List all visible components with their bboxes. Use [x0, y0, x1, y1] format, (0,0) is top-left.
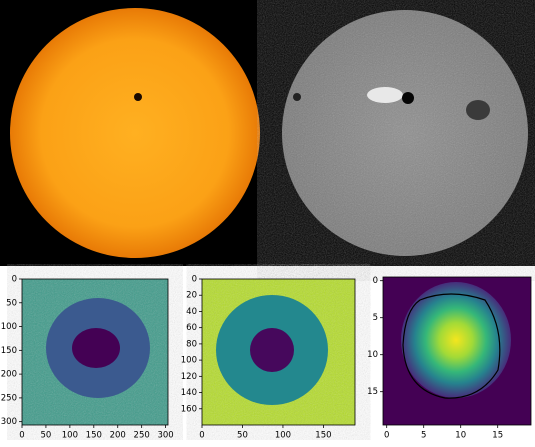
x-tick-label: 15: [492, 431, 503, 441]
magnetogram-bright: [367, 87, 403, 103]
y-tick-label: 300: [1, 417, 17, 427]
axes-frame: [21, 278, 169, 426]
y-tick-label: 120: [181, 372, 197, 382]
magnetogram-dark: [293, 93, 301, 101]
axes-frame: [382, 276, 532, 426]
y-tick-label: 140: [181, 388, 197, 398]
magnetogram-dark: [466, 100, 490, 120]
y-tick-label: 250: [1, 393, 17, 403]
sun-disk: [10, 8, 260, 258]
y-tick-label: 10: [367, 350, 378, 360]
x-tick-label: 10: [455, 431, 466, 441]
x-tick-label: 5: [421, 431, 426, 441]
y-tick-label: 200: [1, 370, 17, 380]
magnetogram-dark: [402, 92, 414, 104]
y-tick-label: 150: [1, 346, 17, 356]
axes-frame: [201, 278, 356, 426]
x-tick-label: 250: [134, 431, 150, 441]
x-tick-label: 0: [19, 431, 24, 441]
image-3: [383, 277, 531, 425]
sunspot: [134, 93, 142, 101]
y-tick-label: 80: [186, 339, 197, 349]
x-tick-label: 50: [237, 431, 248, 441]
y-tick-label: 0: [373, 276, 378, 286]
x-tick-label: 150: [86, 431, 102, 441]
y-tick-label: 5: [373, 313, 378, 323]
x-tick-label: 200: [110, 431, 126, 441]
x-tick-label: 100: [62, 431, 78, 441]
y-tick-label: 100: [1, 322, 17, 332]
x-tick-label: 100: [275, 431, 291, 441]
y-tick-label: 0: [192, 275, 197, 285]
y-tick-label: 60: [186, 323, 197, 333]
y-tick-label: 160: [181, 404, 197, 414]
x-tick-label: 300: [157, 431, 173, 441]
magnetogram-texture: [282, 10, 528, 256]
x-tick-label: 0: [199, 431, 204, 441]
y-tick-label: 100: [181, 356, 197, 366]
x-tick-label: 0: [384, 431, 389, 441]
y-tick-label: 40: [186, 307, 197, 317]
y-tick-label: 50: [6, 298, 17, 308]
image-1: [22, 279, 168, 425]
y-tick-label: 20: [186, 291, 197, 301]
y-tick-label: 15: [367, 387, 378, 397]
image-2: [202, 279, 355, 425]
y-tick-label: 0: [12, 275, 17, 285]
x-tick-label: 150: [315, 431, 331, 441]
x-tick-label: 50: [41, 431, 52, 441]
